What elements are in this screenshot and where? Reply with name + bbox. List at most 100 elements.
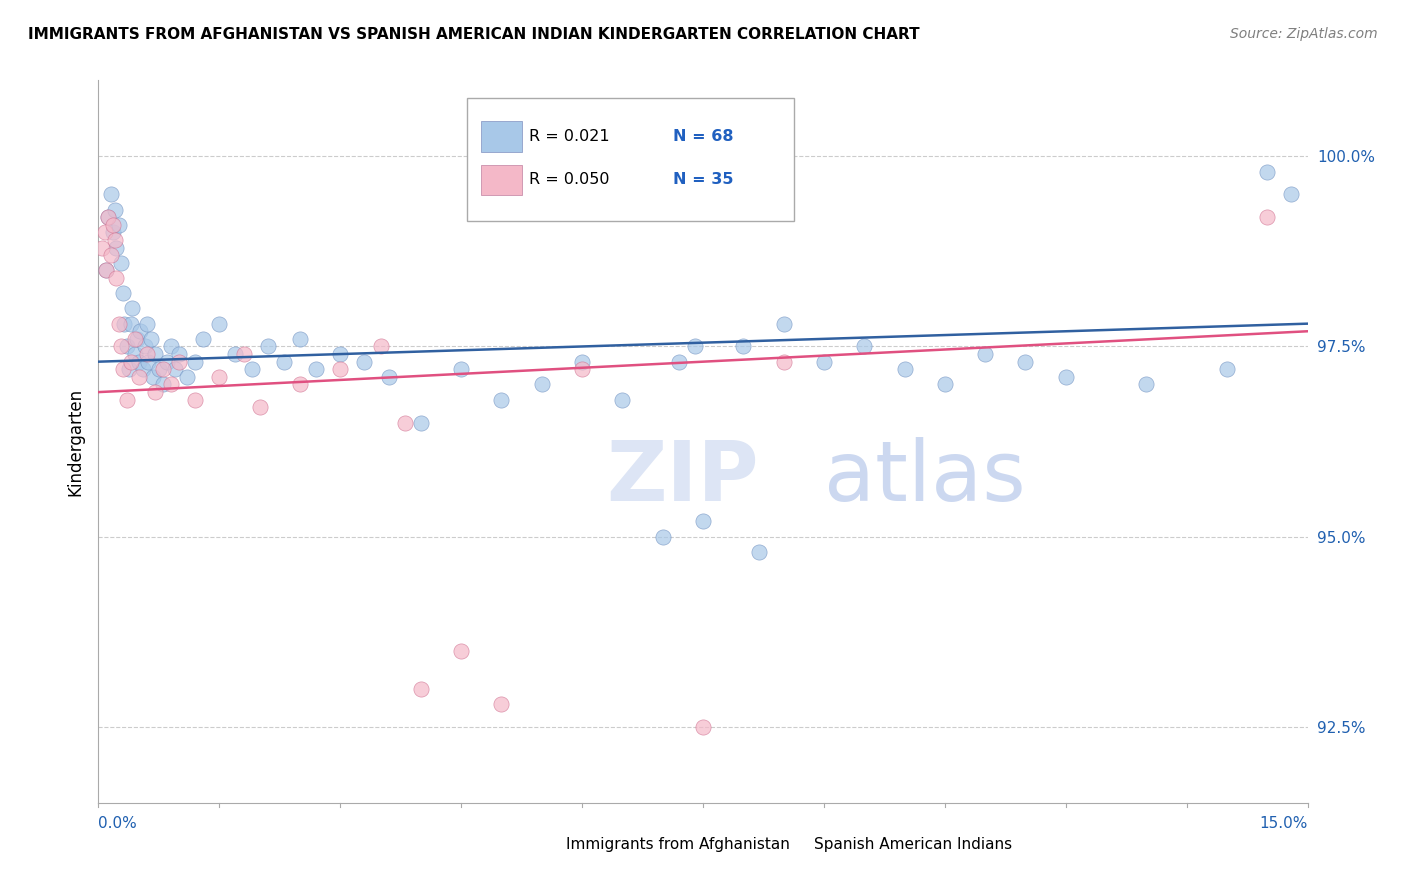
Point [1256, 164, 1278, 178]
Point [1014, 354, 1036, 368]
Point [288, 377, 311, 392]
Text: Spanish American Indians: Spanish American Indians [814, 838, 1012, 852]
Point [184, 392, 207, 407]
Text: N = 68: N = 68 [672, 129, 734, 145]
Point [748, 545, 770, 559]
Point [120, 354, 142, 368]
Point [111, 286, 134, 301]
Point [692, 720, 714, 734]
Point [96, 263, 118, 277]
Point [103, 233, 125, 247]
Point [273, 354, 295, 368]
Point [167, 354, 190, 368]
Point [893, 362, 915, 376]
Point [1054, 370, 1077, 384]
Point [100, 187, 122, 202]
Text: 0.0%: 0.0% [98, 816, 138, 831]
Point [163, 362, 186, 376]
Point [450, 643, 472, 657]
Point [450, 362, 472, 376]
Point [224, 347, 246, 361]
Point [256, 339, 278, 353]
Point [491, 697, 513, 711]
Point [107, 317, 129, 331]
Point [100, 248, 122, 262]
Text: Source: ZipAtlas.com: Source: ZipAtlas.com [1230, 27, 1378, 41]
Point [103, 202, 125, 217]
Point [156, 354, 179, 368]
Point [571, 362, 593, 376]
Point [772, 354, 794, 368]
Point [121, 301, 143, 316]
Point [112, 317, 135, 331]
Text: R = 0.050: R = 0.050 [529, 172, 609, 187]
Point [115, 339, 138, 353]
Point [138, 354, 160, 368]
Text: ZIP: ZIP [606, 437, 759, 518]
Point [105, 241, 128, 255]
Point [491, 392, 513, 407]
Point [813, 354, 835, 368]
Point [107, 218, 129, 232]
Point [692, 515, 714, 529]
Point [148, 362, 170, 376]
Point [934, 377, 956, 392]
Point [853, 339, 876, 353]
Point [118, 362, 141, 376]
FancyBboxPatch shape [531, 833, 562, 856]
Point [124, 332, 146, 346]
Point [772, 317, 794, 331]
Point [651, 530, 673, 544]
Point [143, 385, 166, 400]
Point [1256, 210, 1278, 224]
Point [409, 681, 432, 696]
Point [110, 339, 132, 353]
Point [232, 347, 254, 361]
Point [143, 347, 166, 361]
Point [353, 354, 375, 368]
Point [96, 263, 118, 277]
Point [167, 347, 190, 361]
Point [1281, 187, 1303, 202]
Point [1216, 362, 1239, 376]
Point [129, 324, 152, 338]
FancyBboxPatch shape [481, 121, 522, 152]
Point [127, 332, 149, 346]
Point [683, 339, 706, 353]
FancyBboxPatch shape [481, 165, 522, 195]
Point [193, 332, 215, 346]
Point [115, 392, 138, 407]
Point [142, 370, 165, 384]
Point [160, 339, 183, 353]
Point [288, 332, 311, 346]
Point [176, 370, 198, 384]
Text: IMMIGRANTS FROM AFGHANISTAN VS SPANISH AMERICAN INDIAN KINDERGARTEN CORRELATION : IMMIGRANTS FROM AFGHANISTAN VS SPANISH A… [28, 27, 920, 42]
Point [208, 317, 231, 331]
Point [184, 354, 207, 368]
Point [134, 339, 156, 353]
Point [394, 416, 416, 430]
Point [135, 317, 157, 331]
Text: atlas: atlas [824, 437, 1025, 518]
Point [612, 392, 634, 407]
FancyBboxPatch shape [779, 833, 811, 856]
Point [97, 210, 120, 224]
Point [974, 347, 997, 361]
Point [329, 347, 352, 361]
Point [160, 377, 183, 392]
Text: Immigrants from Afghanistan: Immigrants from Afghanistan [567, 838, 790, 852]
Point [91, 241, 114, 255]
Point [1135, 377, 1157, 392]
Point [240, 362, 263, 376]
Point [120, 317, 142, 331]
Point [249, 401, 271, 415]
Point [305, 362, 328, 376]
Point [208, 370, 231, 384]
Point [97, 210, 120, 224]
Point [128, 370, 150, 384]
Point [101, 218, 124, 232]
Point [135, 347, 157, 361]
Point [124, 347, 146, 361]
Point [152, 362, 174, 376]
Point [139, 332, 162, 346]
